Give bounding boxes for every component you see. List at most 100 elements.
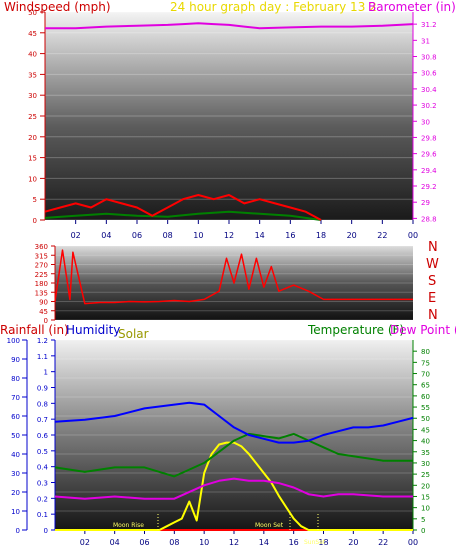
- temp-y-tick-label-9: 45: [421, 426, 430, 434]
- hum-y-tick-label-1: 10: [11, 508, 20, 516]
- moon-rise-label: Moon Rise: [113, 522, 144, 529]
- temperature-line: [54, 432, 413, 478]
- dewpoint-line: [54, 477, 413, 500]
- rain-y-tick-label-10: 1: [44, 369, 48, 377]
- baro-y-tick-label-10: 30.8: [421, 54, 437, 62]
- humidity-line: [54, 401, 414, 444]
- baro-y-tick-label-5: 29.8: [421, 134, 437, 142]
- hum-y-tick-label-10: 100: [7, 337, 20, 345]
- wind-x-tick-label-6: 14: [255, 231, 265, 240]
- direction-label-e: E: [428, 291, 436, 306]
- baro-y-tick-label-0: 28.8: [421, 215, 437, 223]
- windspeed-line: [44, 194, 322, 221]
- climate-x-tick-label-0: 02: [80, 538, 90, 547]
- wind-y-tick-label-3: 15: [28, 155, 37, 163]
- climate-x-tick-label-8: 18: [318, 538, 328, 547]
- rain-y-tick-label-6: 0.6: [37, 432, 49, 440]
- solar-axis-title: Solar: [118, 327, 149, 341]
- direction-label-w: W: [426, 257, 439, 272]
- rain-y-tick-label-1: 0.1: [37, 511, 48, 519]
- dir-y-tick-label-3: 135: [35, 289, 48, 297]
- wind-y-tick-label-2: 10: [28, 175, 37, 183]
- wind-y-tick-label-0: 0: [33, 217, 37, 225]
- rain-y-tick-label-3: 0.3: [37, 480, 48, 488]
- temp-y-tick-label-7: 35: [421, 449, 430, 457]
- baro-y-tick-label-7: 30.2: [421, 102, 437, 110]
- temp-y-tick-label-16: 80: [421, 348, 430, 356]
- wind-x-tick-label-0: 02: [71, 231, 81, 240]
- climate-x-tick-label-9: 20: [348, 538, 358, 547]
- climate-x-tick-label-2: 06: [139, 538, 149, 547]
- wind-x-tick-label-1: 04: [101, 231, 111, 240]
- temp-y-tick-label-5: 25: [421, 471, 430, 479]
- hum-y-tick-label-0: 0: [16, 527, 20, 535]
- temp-y-tick-label-0: 0: [421, 527, 425, 535]
- hum-y-tick-label-4: 40: [11, 451, 20, 459]
- hum-y-tick-label-9: 90: [11, 356, 20, 364]
- rain-y-tick-label-8: 0.8: [37, 400, 48, 408]
- temp-y-tick-label-14: 70: [421, 371, 430, 379]
- baro-y-tick-label-3: 29.4: [421, 167, 437, 175]
- climate-x-tick-label-11: 00: [408, 538, 418, 547]
- rain-y-tick-label-0: 0: [44, 527, 48, 535]
- wind-x-tick-label-8: 18: [316, 231, 326, 240]
- hum-y-tick-label-6: 60: [11, 413, 20, 421]
- wind-x-tick-label-5: 12: [224, 231, 234, 240]
- dir-y-tick-label-1: 45: [39, 308, 48, 316]
- temp-y-tick-label-1: 5: [421, 516, 425, 524]
- graph-title: 24 hour graph day : February 13 2: [170, 0, 377, 14]
- climate-x-tick-label-4: 10: [199, 538, 209, 547]
- temp-y-tick-label-3: 15: [421, 493, 430, 501]
- baro-y-tick-label-6: 30: [421, 118, 430, 126]
- direction-label-n-top: N: [428, 240, 438, 255]
- barometer-axis-title: Barometer (in): [368, 0, 456, 14]
- barometer-line: [45, 22, 414, 30]
- climate-panel-background: [55, 340, 413, 530]
- windspeed-axis-title: Windspeed (mph): [4, 0, 111, 14]
- temperature-axis-title: Temperature (F): [307, 323, 404, 337]
- wind-y-tick-label-8: 40: [28, 51, 37, 59]
- temp-y-tick-label-8: 40: [421, 438, 430, 446]
- rain-y-tick-label-7: 0.7: [37, 416, 48, 424]
- dir-y-tick-label-0: 0: [44, 317, 48, 325]
- wind-x-tick-label-4: 10: [193, 231, 203, 240]
- climate-x-tick-label-7: 16: [289, 538, 299, 547]
- temp-y-tick-label-4: 20: [421, 482, 430, 490]
- dewpoint-axis-title: Dew Point (: [390, 323, 456, 337]
- wind-y-tick-label-5: 25: [28, 113, 37, 121]
- wind-panel-background: [45, 12, 413, 220]
- wind-y-tick-label-1: 5: [33, 196, 37, 204]
- temp-y-tick-label-11: 55: [421, 404, 430, 412]
- rainfall-axis-title: Rainfall (in): [0, 323, 69, 337]
- temp-y-tick-label-15: 75: [421, 359, 430, 367]
- dir-y-tick-label-5: 225: [35, 271, 48, 279]
- temp-y-tick-label-10: 50: [421, 415, 430, 423]
- wind-y-tick-label-9: 45: [28, 30, 37, 38]
- hum-y-tick-label-3: 30: [11, 470, 20, 478]
- climate-x-tick-label-5: 12: [229, 538, 239, 547]
- wind-x-tick-label-3: 08: [163, 231, 173, 240]
- direction-label-n-bottom: N: [428, 308, 438, 323]
- direction-label-s: S: [428, 274, 436, 289]
- dir-y-tick-label-4: 180: [35, 280, 48, 288]
- dir-y-tick-label-2: 90: [39, 299, 48, 307]
- hum-y-tick-label-7: 70: [11, 394, 20, 402]
- wind-y-tick-label-6: 30: [28, 92, 37, 100]
- gust-line: [44, 210, 322, 221]
- climate-x-tick-label-6: 14: [259, 538, 269, 547]
- hum-y-tick-label-8: 80: [11, 375, 20, 383]
- baro-y-tick-label-4: 29.6: [421, 151, 437, 159]
- hum-y-tick-label-5: 50: [11, 432, 20, 440]
- rain-y-tick-label-11: 1.1: [37, 353, 48, 361]
- hum-y-tick-label-2: 20: [11, 489, 20, 497]
- sunset-label: SunSet: [304, 539, 326, 546]
- humidity-axis-title: Humidity: [66, 323, 120, 337]
- temp-y-tick-label-2: 10: [421, 505, 430, 513]
- wind-y-tick-label-10: 50: [28, 9, 37, 17]
- rain-y-tick-label-4: 0.4: [37, 464, 49, 472]
- climate-x-tick-label-3: 08: [169, 538, 179, 547]
- dir-y-tick-label-8: 360: [35, 243, 48, 251]
- temp-y-tick-label-6: 30: [421, 460, 430, 468]
